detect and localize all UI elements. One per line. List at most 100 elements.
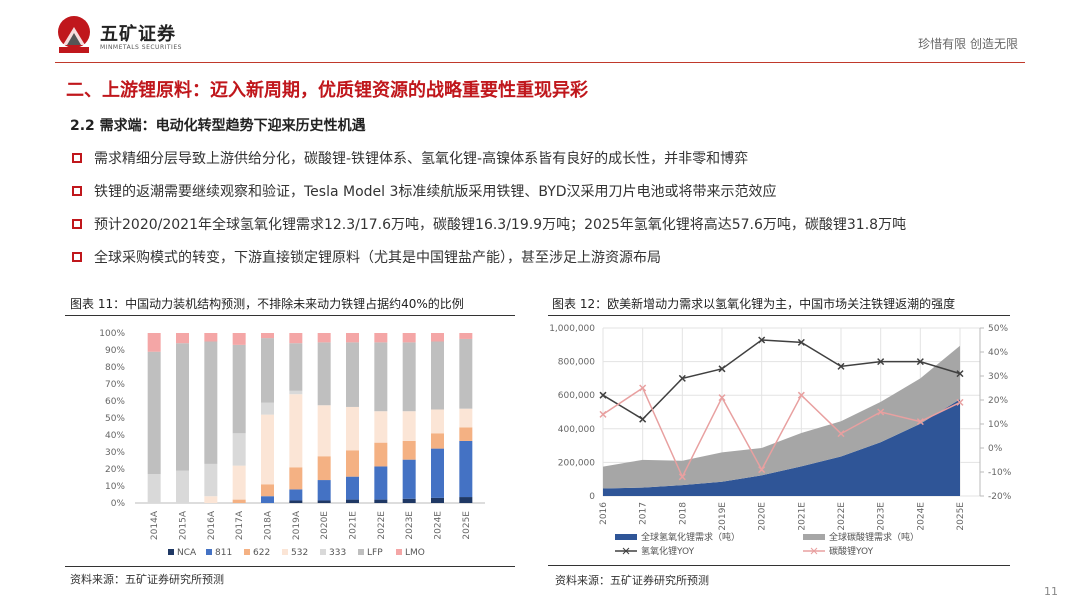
y-tick-label: 40% — [105, 431, 125, 441]
bar-segment-LFP — [459, 338, 473, 409]
legend-label: 氢氧化锂YOY — [641, 545, 695, 557]
bar-segment-NCA — [346, 499, 359, 503]
y-tick-label: 30% — [105, 448, 125, 458]
bar-segment-333 — [232, 433, 246, 466]
bullet-text: 全球采购模式的转变，下游直接锁定锂原料（尤其是中国锂盐产能），甚至涉足上游资源布… — [94, 250, 661, 266]
y-left-tick-label: 400,000 — [558, 425, 595, 435]
bar-segment-622 — [402, 440, 416, 460]
legend-swatch — [206, 549, 212, 555]
data-point-marker — [639, 415, 647, 423]
bar-segment-LFP — [261, 338, 274, 403]
y-left-tick-label: 200,000 — [558, 458, 595, 468]
bar-segment-532 — [232, 465, 246, 500]
data-point-marker — [718, 365, 726, 373]
bar-segment-622 — [232, 499, 246, 503]
y-tick-label: 20% — [105, 465, 125, 475]
bullet-item: 全球采购模式的转变，下游直接锁定锂原料（尤其是中国锂盐产能），甚至涉足上游资源布… — [72, 247, 661, 267]
legend-swatch — [168, 549, 174, 555]
data-point-marker — [916, 358, 924, 366]
section-subtitle: 2.2 需求端：电动化转型趋势下迎来历史性机遇 — [70, 118, 366, 134]
bar-segment-LMO — [261, 333, 274, 339]
bar-segment-532 — [431, 409, 444, 434]
data-point-marker — [916, 418, 924, 426]
x-tick-label: 2014A — [150, 510, 160, 540]
data-point-marker — [797, 338, 805, 346]
y-tick-label: 80% — [105, 363, 125, 373]
bar-segment-333 — [289, 390, 303, 395]
legend-label: 全球碳酸锂需求（吨） — [829, 531, 919, 543]
bar-segment-NCA — [289, 500, 303, 503]
bar-segment-LMO — [176, 333, 189, 344]
bar-segment-LFP — [289, 343, 303, 391]
y-tick-label: 100% — [99, 329, 125, 339]
x-tick-label: 2025E — [956, 502, 966, 531]
bullet-item: 预计2020/2021年全球氢氧化锂需求12.3/17.6万吨，碳酸锂16.3/… — [72, 214, 906, 234]
data-point-marker — [718, 394, 726, 402]
data-point-marker — [877, 408, 885, 416]
line-hydroxide-yoy — [602, 339, 961, 421]
bar-segment-811 — [459, 440, 473, 498]
x-tick-label: 2017 — [639, 502, 649, 525]
bar-segment-LFP — [317, 342, 331, 406]
bar-segment-LMO — [374, 333, 388, 343]
x-tick-label: 2022E — [837, 502, 847, 531]
x-tick-label: 2020E — [758, 502, 768, 531]
bar-segment-532 — [374, 411, 388, 443]
bar-segment-NCA — [431, 497, 444, 503]
x-tick-label: 2021E — [797, 502, 807, 531]
legend-label: 811 — [215, 548, 232, 558]
bar-segment-LFP — [402, 342, 416, 412]
legend-label: LMO — [405, 548, 425, 558]
y-right-tick-label: -20% — [988, 492, 1012, 502]
data-point-marker — [758, 466, 766, 474]
bar-segment-LFP — [346, 342, 359, 407]
bar-segment-811 — [261, 496, 274, 503]
bullet-square-icon — [72, 252, 82, 262]
bar-segment-811 — [346, 476, 359, 500]
y-tick-label: 0% — [111, 499, 126, 509]
x-tick-label: 2017A — [235, 510, 245, 540]
bar-segment-LFP — [176, 343, 189, 471]
bar-segment-622 — [374, 442, 388, 467]
bar-segment-532 — [346, 406, 359, 451]
bar-segment-622 — [459, 427, 473, 441]
bar-segment-LMO — [459, 333, 473, 339]
bar-segment-811 — [431, 448, 444, 498]
bar-segment-333 — [176, 470, 189, 503]
bar-segment-LMO — [317, 333, 331, 343]
data-point-marker — [599, 391, 607, 399]
bar-segment-NCA — [317, 500, 331, 503]
bar-segment-LMO — [402, 333, 416, 343]
bullet-square-icon — [72, 186, 82, 196]
x-tick-label: 2015A — [179, 510, 189, 540]
bar-segment-LMO — [346, 333, 359, 343]
logo — [55, 15, 93, 55]
header-divider — [55, 62, 1025, 63]
data-point-marker — [678, 473, 686, 481]
y-left-tick-label: 0 — [589, 492, 595, 502]
bar-segment-811 — [402, 459, 416, 499]
bar-segment-NCA — [402, 498, 416, 503]
bar-segment-622 — [431, 433, 444, 449]
bar-segment-LFP — [374, 342, 388, 412]
area-carbonate — [603, 345, 960, 489]
legend-marker — [810, 547, 818, 555]
bar-segment-LFP — [232, 344, 246, 434]
y-left-tick-label: 800,000 — [558, 358, 595, 368]
x-tick-label: 2021E — [349, 511, 359, 540]
x-tick-label: 2016 — [599, 502, 609, 525]
x-tick-label: 2025E — [462, 511, 472, 540]
x-tick-label: 2024E — [916, 502, 926, 531]
bar-segment-NCA — [459, 497, 473, 503]
y-left-tick-label: 1,000,000 — [549, 324, 595, 334]
legend-label: NCA — [177, 548, 197, 558]
y-right-tick-label: 10% — [988, 420, 1008, 430]
page-number: 11 — [1044, 585, 1058, 598]
legend-swatch — [320, 549, 326, 555]
legend-label: LFP — [367, 548, 383, 558]
chart2-title-divider — [548, 315, 1010, 316]
chart1-source-divider — [65, 566, 515, 567]
chart1-title: 图表 11：中国动力装机结构预测，不排除未来动力铁锂占据约40%的比例 — [70, 297, 464, 311]
bullet-text: 需求精细分层导致上游供给分化，碳酸锂-铁锂体系、氢氧化锂-高镍体系皆有良好的成长… — [94, 151, 749, 167]
chart2-source-divider — [548, 565, 1010, 566]
